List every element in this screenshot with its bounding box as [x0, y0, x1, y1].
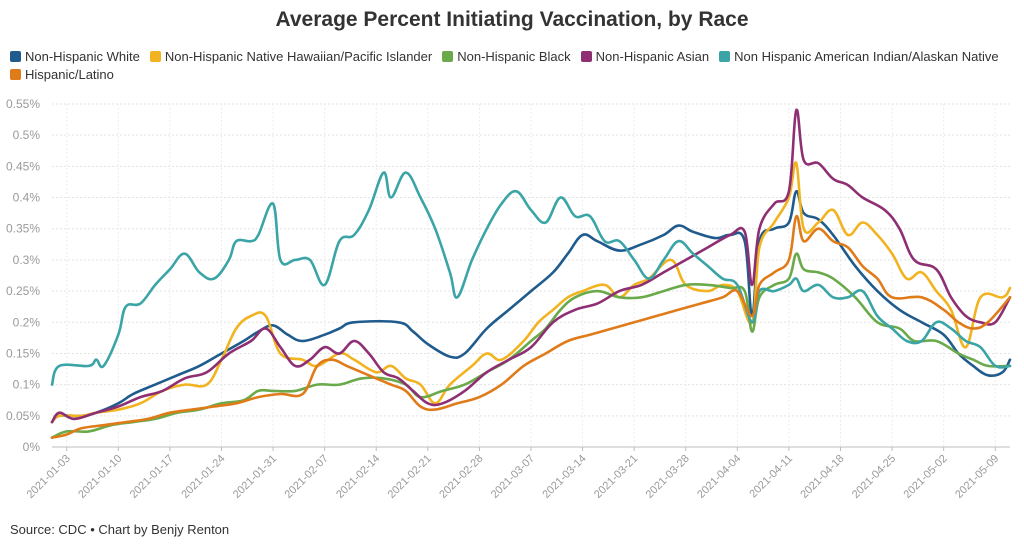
x-tick-label: 2021-04-18: [798, 453, 846, 501]
legend-label: Non-Hispanic Black: [457, 49, 571, 64]
x-tick-label: 2021-02-21: [386, 453, 434, 501]
y-tick-label: 0%: [23, 440, 41, 454]
y-tick-label: 0.35%: [6, 222, 40, 236]
chart-title: Average Percent Initiating Vaccination, …: [275, 8, 749, 31]
legend-swatch: [719, 51, 731, 62]
legend-item: Non-Hispanic Asian: [580, 48, 710, 66]
legend-swatch: [580, 51, 592, 62]
legend-item: Hispanic/Latino: [10, 66, 114, 84]
series-line-1: [50, 161, 1012, 424]
x-tick-label: 2021-05-02: [902, 453, 950, 501]
x-tick-label: 2021-01-03: [25, 453, 73, 501]
legend: Non-Hispanic White Non-Hispanic Native Ha…: [10, 48, 1010, 84]
y-tick-label: 0.15%: [6, 346, 40, 360]
x-tick-label: 2021-02-28: [437, 453, 485, 501]
series-layer: [50, 108, 1012, 439]
x-tick-label: 2021-04-04: [695, 453, 743, 501]
series-line-5: [50, 214, 1012, 439]
series-line-3: [50, 108, 1012, 424]
legend-label: Hispanic/Latino: [25, 67, 114, 82]
y-tick-label: 0.1%: [13, 378, 41, 392]
source-note: Source: CDC • Chart by Benjy Renton: [10, 522, 230, 537]
legend-item: Non Hispanic American Indian/Alaskan Nat…: [719, 48, 999, 66]
y-tick-label: 0.2%: [13, 315, 41, 329]
y-tick-label: 0.25%: [6, 284, 40, 298]
y-tick-label: 0.45%: [6, 159, 40, 173]
x-tick-label: 2021-01-17: [128, 453, 176, 501]
x-tick-label: 2021-04-25: [850, 453, 898, 501]
x-tick-label: 2021-02-14: [334, 453, 382, 501]
x-tick-label: 2021-05-09: [953, 453, 1001, 501]
legend-swatch: [442, 51, 454, 62]
x-tick-label: 2021-03-21: [592, 453, 640, 501]
y-axis-ticks: 0% 0.05% 0.1% 0.15% 0.2% 0.25% 0.3% 0.35% 0.4% 0.…: [6, 97, 40, 454]
x-tick-label: 2021-01-10: [76, 453, 124, 501]
x-tick-label: 2021-04-11: [747, 453, 795, 501]
legend-swatch: [10, 69, 21, 80]
series-line-4: [50, 171, 1012, 386]
x-axis-ticks: 2021-01-03 2021-01-10 2021-01-17 2021-01-24…: [25, 447, 1001, 501]
x-tick-label: 2021-03-07: [489, 453, 537, 501]
y-tick-label: 0.4%: [13, 191, 41, 205]
legend-label: Non Hispanic American Indian/Alaskan Nat…: [734, 49, 999, 64]
legend-item: Non-Hispanic Native Hawaiian/Pacific Isl…: [149, 48, 433, 66]
y-tick-label: 0.05%: [6, 409, 40, 423]
x-tick-label: 2021-03-14: [540, 453, 588, 501]
legend-label: Non-Hispanic Asian: [595, 49, 710, 64]
legend-item: Non-Hispanic Black: [442, 48, 571, 66]
legend-swatch: [10, 51, 21, 62]
x-tick-label: 2021-02-07: [283, 453, 331, 501]
y-tick-label: 0.55%: [6, 97, 40, 111]
y-tick-label: 0.3%: [13, 253, 41, 267]
legend-swatch: [149, 51, 161, 62]
y-tick-label: 0.5%: [13, 128, 41, 142]
legend-label: Non-Hispanic White: [25, 49, 140, 64]
legend-label: Non-Hispanic Native Hawaiian/Pacific Isl…: [164, 49, 433, 64]
x-tick-label: 2021-01-24: [179, 453, 227, 501]
x-tick-label: 2021-03-28: [644, 453, 692, 501]
grid-layer: [52, 103, 1010, 448]
series-line-2: [50, 252, 1012, 439]
x-tick-label: 2021-01-31: [231, 453, 279, 501]
legend-item: Non-Hispanic White: [10, 48, 140, 66]
